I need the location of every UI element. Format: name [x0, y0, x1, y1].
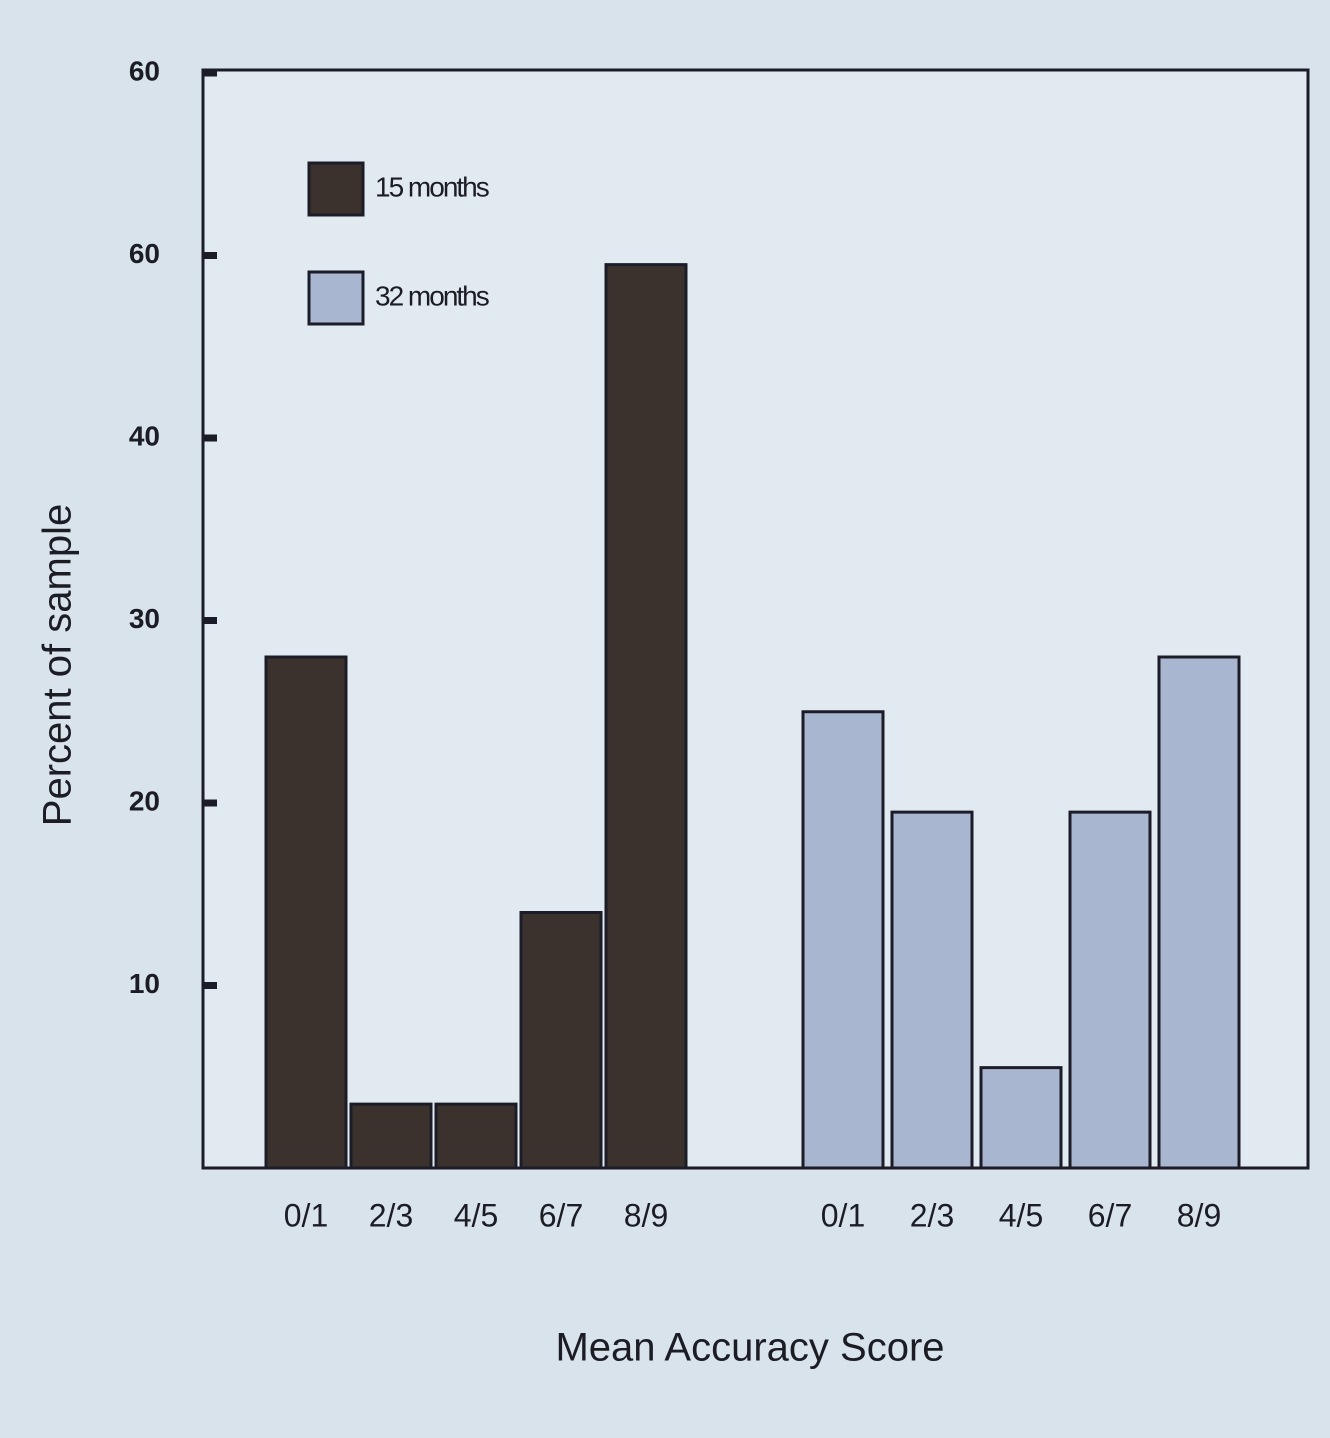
legend-label: 32 months [375, 280, 489, 311]
y-tick-label: 40 [129, 420, 160, 451]
x-tick-label: 8/9 [624, 1197, 668, 1233]
x-tick-label: 4/5 [999, 1197, 1043, 1233]
bar [434, 1102, 518, 1170]
bar [801, 710, 885, 1170]
x-tick-label: 0/1 [284, 1197, 328, 1233]
bar [1157, 655, 1241, 1170]
x-tick-label: 0/1 [821, 1197, 865, 1233]
bar [979, 1066, 1063, 1170]
y-tick-label: 10 [129, 968, 160, 999]
bar [604, 263, 688, 1170]
y-tick-label: 60 [129, 238, 160, 269]
y-tick-label: 60 [129, 55, 160, 86]
x-tick-label: 6/7 [539, 1197, 583, 1233]
x-axis-label: Mean Accuracy Score [555, 1326, 944, 1370]
x-tick-label: 4/5 [454, 1197, 498, 1233]
bar [890, 810, 974, 1170]
legend-label: 15 months [375, 171, 489, 202]
y-tick-label: 30 [129, 603, 160, 634]
bar [264, 655, 348, 1170]
bar [349, 1102, 433, 1170]
legend-swatch [307, 161, 365, 217]
bar [1068, 810, 1152, 1170]
x-tick-label: 2/3 [369, 1197, 413, 1233]
y-tick-label: 20 [129, 785, 160, 816]
x-tick-label: 2/3 [910, 1197, 954, 1233]
x-tick-label: 6/7 [1088, 1197, 1132, 1233]
y-axis-label: Percent of sample [36, 504, 80, 826]
bar [519, 911, 603, 1170]
x-tick-label: 8/9 [1177, 1197, 1221, 1233]
legend-swatch [307, 270, 365, 326]
